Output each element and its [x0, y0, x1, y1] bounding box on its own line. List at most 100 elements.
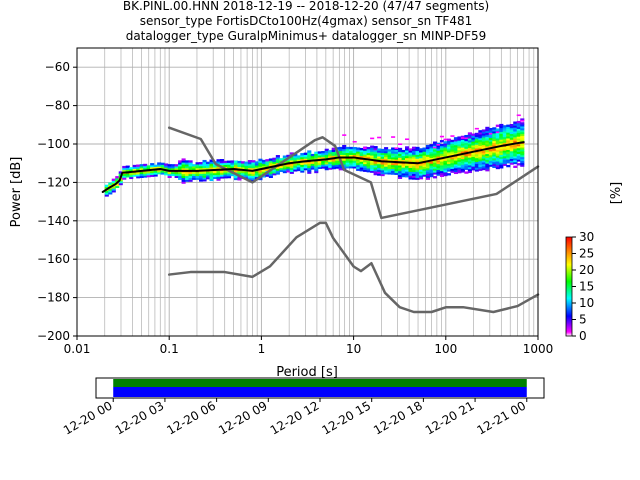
heatmap-cell — [233, 162, 239, 165]
heatmap-cell — [366, 164, 371, 167]
heatmap-cell — [247, 160, 252, 163]
heatmap-cell — [328, 150, 333, 153]
heatmap-cell — [499, 133, 504, 136]
heatmap-cell — [432, 151, 438, 154]
heatmap-cell — [394, 172, 399, 175]
heatmap-cell — [359, 147, 364, 151]
heatmap-cell — [373, 172, 378, 176]
heatmap-cell — [237, 160, 242, 164]
heatmap-cell — [370, 151, 375, 154]
heatmap-cell — [293, 155, 298, 159]
heatmap-cell — [289, 167, 294, 171]
heatmap-cell — [338, 148, 343, 152]
heatmap-cell — [254, 167, 259, 170]
heatmap-cell — [174, 168, 179, 171]
heatmap-cell — [174, 171, 179, 175]
heatmap-cell — [129, 174, 134, 178]
heatmap-cell — [139, 168, 144, 171]
heatmap-cell — [237, 176, 242, 179]
heatmap-cell — [429, 172, 434, 176]
heatmap-cell — [153, 172, 158, 175]
heatmap-cell — [446, 142, 451, 145]
heatmap-cell — [398, 167, 403, 170]
heatmap-cell — [481, 154, 486, 157]
heatmap-cell — [143, 173, 148, 176]
heatmap-cell — [286, 158, 291, 161]
heatmap-cell — [506, 164, 511, 168]
heatmap-cell — [439, 149, 445, 152]
heatmap-cell — [460, 137, 465, 139]
heatmap-cell — [436, 154, 441, 157]
heatmap-cell — [254, 172, 259, 176]
heatmap-cell — [446, 167, 451, 170]
heatmap-cell — [111, 186, 116, 189]
heatmap-cell — [488, 127, 493, 131]
heatmap-cell — [331, 166, 336, 170]
heatmap-cell — [405, 157, 410, 161]
heatmap-cell — [464, 171, 469, 174]
heatmap-cell — [464, 156, 469, 159]
heatmap-cell — [478, 153, 483, 156]
heatmap-cell — [356, 158, 361, 162]
heatmap-cell — [199, 167, 204, 171]
heatmap-cell — [303, 156, 308, 159]
heatmap-cell — [422, 157, 427, 160]
heatmap-cell — [520, 126, 525, 129]
heatmap-cell — [478, 157, 483, 160]
heatmap-cell — [520, 120, 525, 122]
y-tick-label: −80 — [45, 99, 70, 113]
heatmap-cell — [143, 165, 148, 169]
heatmap-cell — [513, 156, 518, 159]
heatmap-cell — [481, 152, 486, 155]
heatmap-cell — [474, 167, 479, 170]
heatmap-cell — [464, 165, 469, 169]
heatmap-cell — [272, 161, 277, 164]
heatmap-cell — [481, 162, 486, 165]
heatmap-cell — [129, 167, 134, 170]
heatmap-cell — [342, 164, 347, 167]
heatmap-cell — [226, 166, 232, 169]
heatmap-cell — [303, 158, 308, 161]
heatmap-cell — [125, 169, 130, 172]
heatmap-cell — [356, 160, 361, 164]
heatmap-cell — [513, 131, 518, 134]
heatmap-cell — [499, 129, 504, 132]
heatmap-cell — [167, 164, 172, 167]
heatmap-cell — [387, 149, 392, 152]
heatmap-cell — [474, 136, 479, 139]
heatmap-cell — [411, 165, 417, 169]
heatmap-cell — [300, 158, 305, 162]
heatmap-cell — [104, 192, 109, 195]
heatmap-cell — [356, 153, 361, 156]
y-tick-label: −200 — [37, 329, 70, 343]
heatmap-cell — [439, 135, 445, 138]
heatmap-cell — [233, 177, 239, 181]
heatmap-cell — [453, 139, 458, 142]
heatmap-cell — [513, 138, 518, 142]
heatmap-cell — [387, 170, 392, 173]
heatmap-cell — [506, 151, 511, 154]
heatmap-cell — [411, 158, 417, 161]
heatmap-cell — [366, 152, 371, 156]
heatmap-cell — [499, 139, 504, 142]
heatmap-cell — [199, 175, 204, 178]
heatmap-cell — [502, 161, 507, 165]
heatmap-cell — [481, 133, 486, 136]
heatmap-cell — [446, 169, 451, 172]
heatmap-cell — [185, 175, 190, 178]
heatmap-cell — [467, 161, 472, 164]
heatmap-cell — [405, 148, 410, 151]
heatmap-cell — [251, 175, 256, 178]
heatmap-cell — [418, 175, 424, 178]
heatmap-cell — [520, 156, 525, 160]
heatmap-cell — [349, 160, 354, 163]
heatmap-cell — [488, 132, 493, 135]
heatmap-cell — [199, 162, 204, 165]
heatmap-cell — [240, 174, 246, 177]
heatmap-cell — [499, 123, 504, 127]
heatmap-cell — [247, 171, 252, 174]
heatmap-cell — [446, 150, 451, 153]
heatmap-cell — [230, 173, 235, 177]
heatmap-cell — [513, 133, 518, 136]
